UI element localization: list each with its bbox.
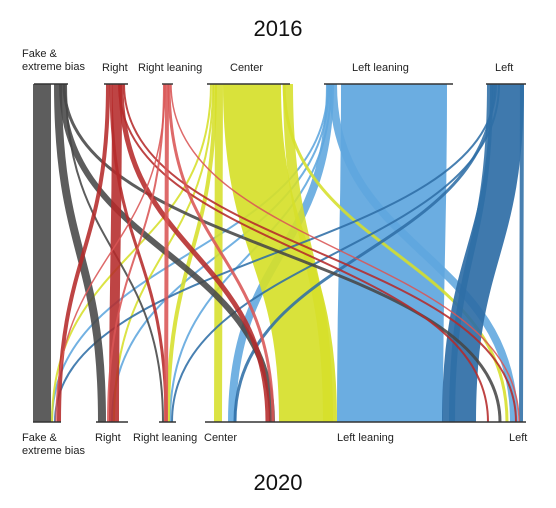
flow-left-to-right_leaning xyxy=(171,83,500,423)
flow-left_leaning-to-left_leaning xyxy=(337,83,447,423)
flow-right_leaning-to-right xyxy=(107,83,165,423)
flow-right_leaning-to-left xyxy=(170,83,520,423)
bottom-label-left-leaning: Left leaning xyxy=(337,432,394,444)
flow-right_leaning-to-fake xyxy=(55,83,166,423)
flow-right-to-right_leaning xyxy=(109,83,168,423)
top-label-center: Center xyxy=(230,62,264,74)
flow-center-to-left_leaning xyxy=(283,83,333,423)
top-label-right-leaning: Right leaning xyxy=(138,62,203,74)
year-2020-title: 2020 xyxy=(253,470,303,495)
flow-right-to-center xyxy=(118,83,271,423)
flow-left-to-fake xyxy=(54,83,497,423)
bottom-label-right: Right xyxy=(95,432,121,444)
year-2016-title: 2016 xyxy=(253,16,303,41)
bottom-label-fake: Fake & extreme bias xyxy=(22,432,85,457)
flow-right-to-left_leaning xyxy=(118,83,489,423)
flow-left-to-center xyxy=(233,83,496,423)
bottom-label-right-leaning: Right leaning xyxy=(133,432,198,444)
flow-center-to-center xyxy=(214,83,223,423)
flow-fake-to-right xyxy=(54,83,106,423)
bottom-label-left: Left xyxy=(509,432,528,444)
flow-right_leaning-to-right_leaning xyxy=(164,83,169,423)
flow-right-to-left xyxy=(123,83,517,423)
flow-right_leaning-to-center xyxy=(167,83,275,423)
top-label-right: Right xyxy=(102,62,128,74)
flow-left-to-left_leaning xyxy=(449,83,493,423)
top-label-fake: Fake & extreme bias xyxy=(22,48,85,73)
flow-left_leaning-to-left xyxy=(329,83,518,423)
bottom-label-center: Center xyxy=(204,432,238,444)
flow-left-to-left xyxy=(519,83,524,423)
flow-right-to-right xyxy=(109,83,122,423)
top-label-left: Left xyxy=(495,62,514,74)
top-label-left-leaning: Left leaning xyxy=(352,62,409,74)
flow-fake-to-left_leaning xyxy=(62,83,502,423)
flow-left-to-left xyxy=(442,83,524,423)
